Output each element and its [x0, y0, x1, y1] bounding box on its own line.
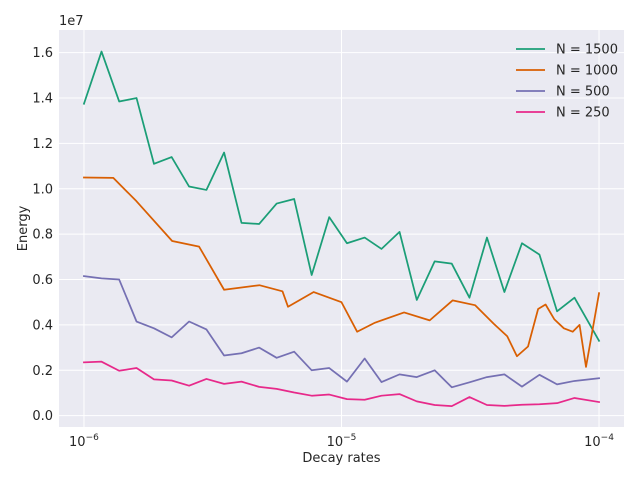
- x-tick-base: 10: [69, 435, 86, 450]
- x-tick-label: 10−5: [327, 433, 357, 450]
- legend: N = 1500 N = 1000 N = 500 N = 250: [516, 43, 618, 121]
- y-tick-label: 0.0: [32, 409, 53, 424]
- series-lines: [82, 50, 601, 408]
- x-gridlines: [83, 30, 600, 427]
- y-gridlines: [59, 52, 624, 417]
- x-tick-labels: 10−6 10−5 10−4: [69, 433, 614, 450]
- x-axis-label: Decay rates: [302, 451, 380, 466]
- series-line-n-250: [83, 360, 601, 408]
- y-tick-label: 0.8: [32, 228, 53, 243]
- series-line-n-500: [82, 275, 601, 389]
- x-tick-base: 10: [584, 435, 601, 450]
- legend-label-n-1500: N = 1500: [556, 43, 618, 58]
- x-tick-exponent: −6: [86, 433, 100, 443]
- legend-label-n-1000: N = 1000: [556, 64, 618, 79]
- x-tick-exponent: −5: [343, 433, 356, 443]
- y-tick-label: 1.0: [32, 182, 53, 197]
- x-tick-label: 10−6: [69, 433, 99, 450]
- y-offset-text: 1e7: [59, 14, 84, 29]
- legend-label-n-500: N = 500: [556, 85, 610, 100]
- y-tick-label: 1.2: [32, 137, 53, 152]
- y-tick-label: 1.6: [32, 46, 53, 61]
- x-tick-base: 10: [327, 435, 344, 450]
- x-tick-label: 10−4: [584, 433, 614, 450]
- y-tick-label: 1.4: [32, 92, 53, 107]
- y-tick-labels: 0.0 0.2 0.4 0.6 0.8 1.0 1.2 1.4 1.6: [32, 46, 53, 424]
- series-line-n-1500: [82, 50, 601, 342]
- x-tick-exponent: −4: [601, 433, 615, 443]
- series-line-n-1000: [83, 176, 601, 368]
- y-axis-label: Energy: [16, 205, 31, 251]
- y-tick-label: 0.6: [32, 273, 53, 288]
- y-tick-label: 0.4: [32, 318, 53, 333]
- legend-label-n-250: N = 250: [556, 106, 610, 121]
- y-tick-label: 0.2: [32, 364, 53, 379]
